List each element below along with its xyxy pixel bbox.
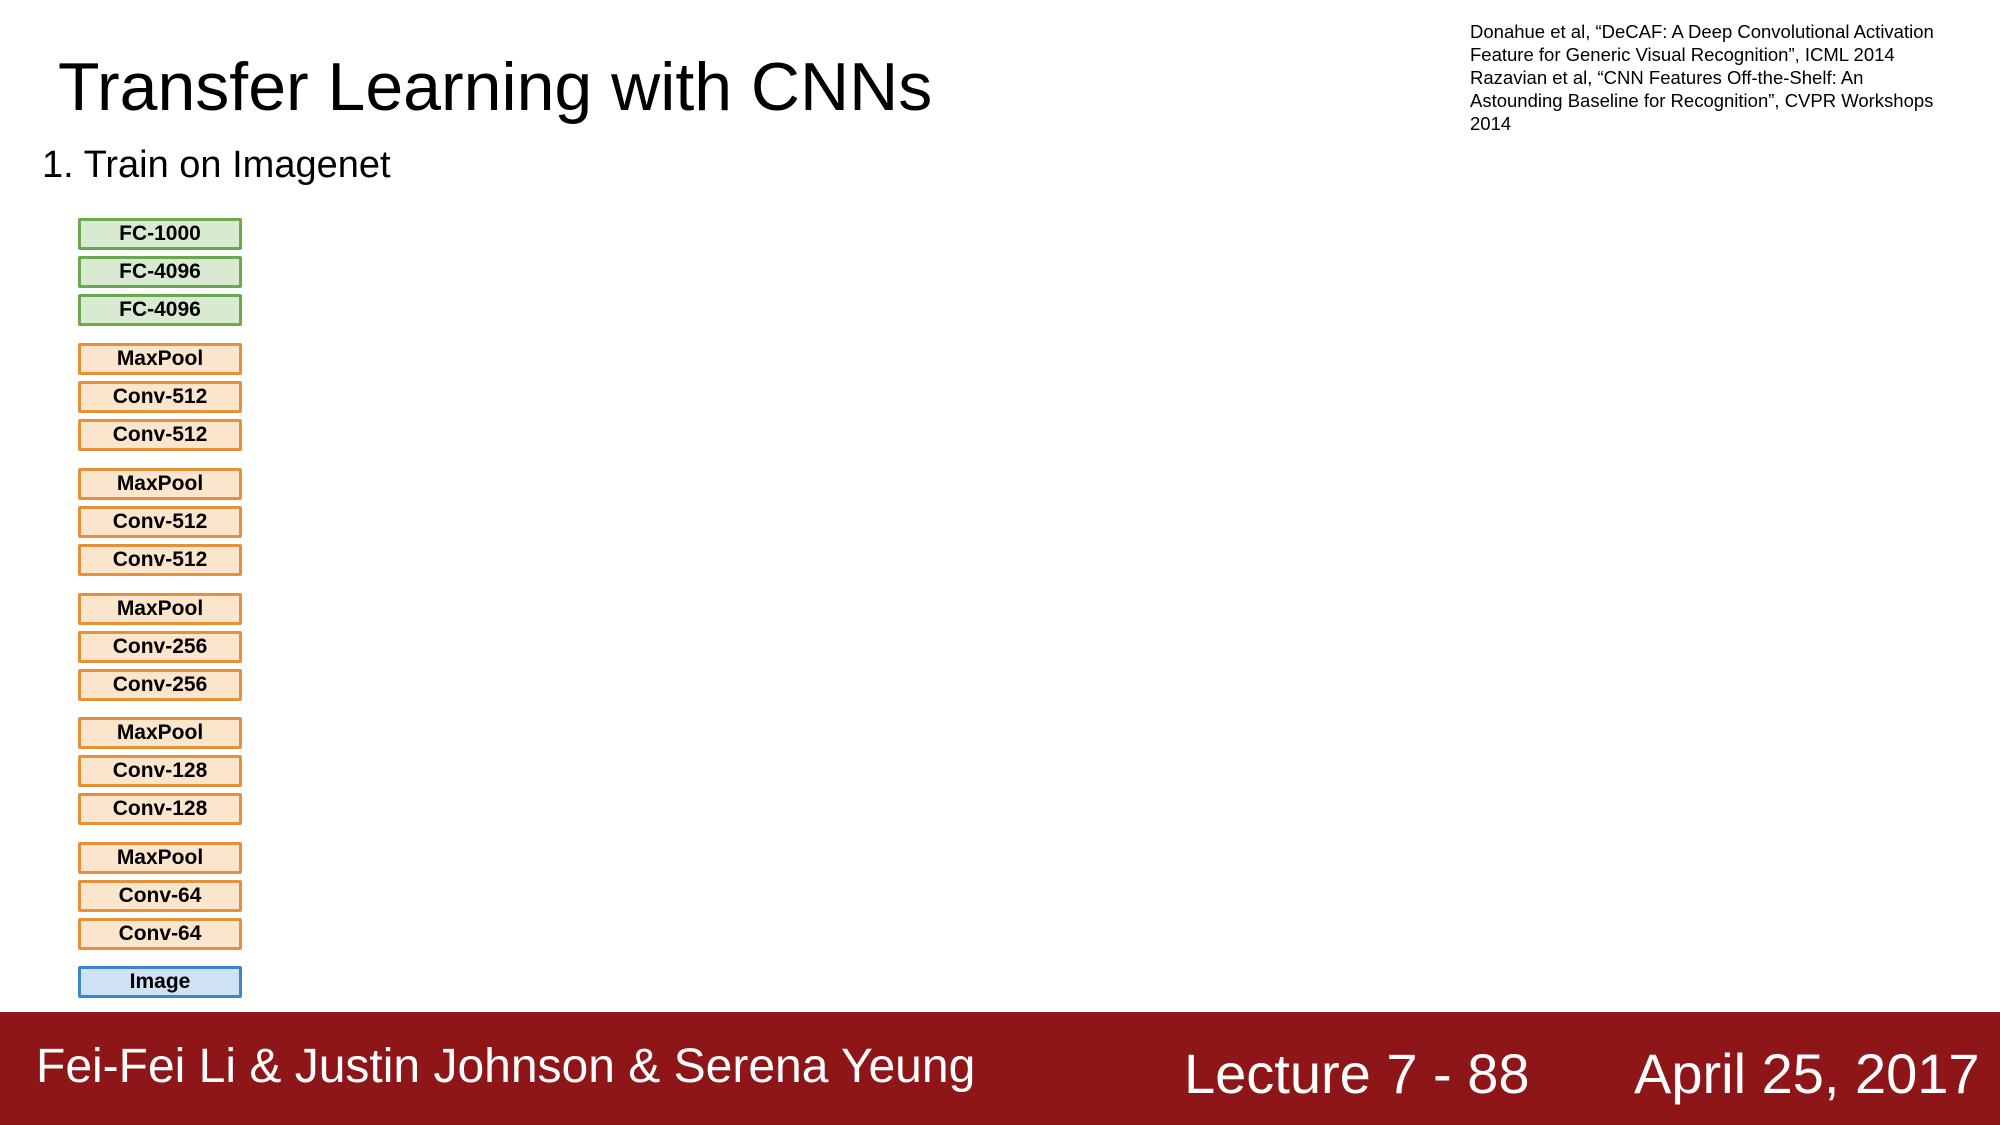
- layer-maxpool: MaxPool: [78, 717, 242, 749]
- slide-title: Transfer Learning with CNNs: [58, 49, 933, 125]
- layer-conv: Conv-512: [78, 506, 242, 538]
- reference-line: 2014: [1470, 113, 1512, 134]
- layer-maxpool: MaxPool: [78, 593, 242, 625]
- layer-conv: Conv-64: [78, 880, 242, 912]
- layer-conv: Conv-256: [78, 631, 242, 663]
- layer-fc: FC-4096: [78, 294, 242, 326]
- layer-image: Image: [78, 966, 242, 998]
- layer-conv: Conv-512: [78, 381, 242, 413]
- layer-conv: Conv-128: [78, 755, 242, 787]
- layer-fc: FC-4096: [78, 256, 242, 288]
- footer-bar: Fei-Fei Li & Justin Johnson & Serena Yeu…: [0, 1012, 2000, 1125]
- reference-line: Feature for Generic Visual Recognition”,…: [1470, 44, 1895, 65]
- footer-date: April 25, 2017: [1634, 1042, 1980, 1105]
- footer-lecture-number: Lecture 7 - 88: [1184, 1042, 1530, 1105]
- layer-conv: Conv-256: [78, 669, 242, 701]
- footer-authors: Fei-Fei Li & Justin Johnson & Serena Yeu…: [36, 1040, 976, 1093]
- reference-line: Donahue et al, “DeCAF: A Deep Convolutio…: [1470, 21, 1934, 42]
- layer-fc: FC-1000: [78, 218, 242, 250]
- reference-line: Razavian et al, “CNN Features Off-the-Sh…: [1470, 67, 1864, 88]
- layer-maxpool: MaxPool: [78, 343, 242, 375]
- layer-conv: Conv-512: [78, 419, 242, 451]
- references: Donahue et al, “DeCAF: A Deep Convolutio…: [1470, 20, 1970, 135]
- reference-line: Astounding Baseline for Recognition”, CV…: [1470, 90, 1934, 111]
- layer-conv: Conv-512: [78, 544, 242, 576]
- layer-maxpool: MaxPool: [78, 468, 242, 500]
- layer-conv: Conv-64: [78, 918, 242, 950]
- layer-conv: Conv-128: [78, 793, 242, 825]
- step-label: 1. Train on Imagenet: [42, 144, 391, 186]
- layer-maxpool: MaxPool: [78, 842, 242, 874]
